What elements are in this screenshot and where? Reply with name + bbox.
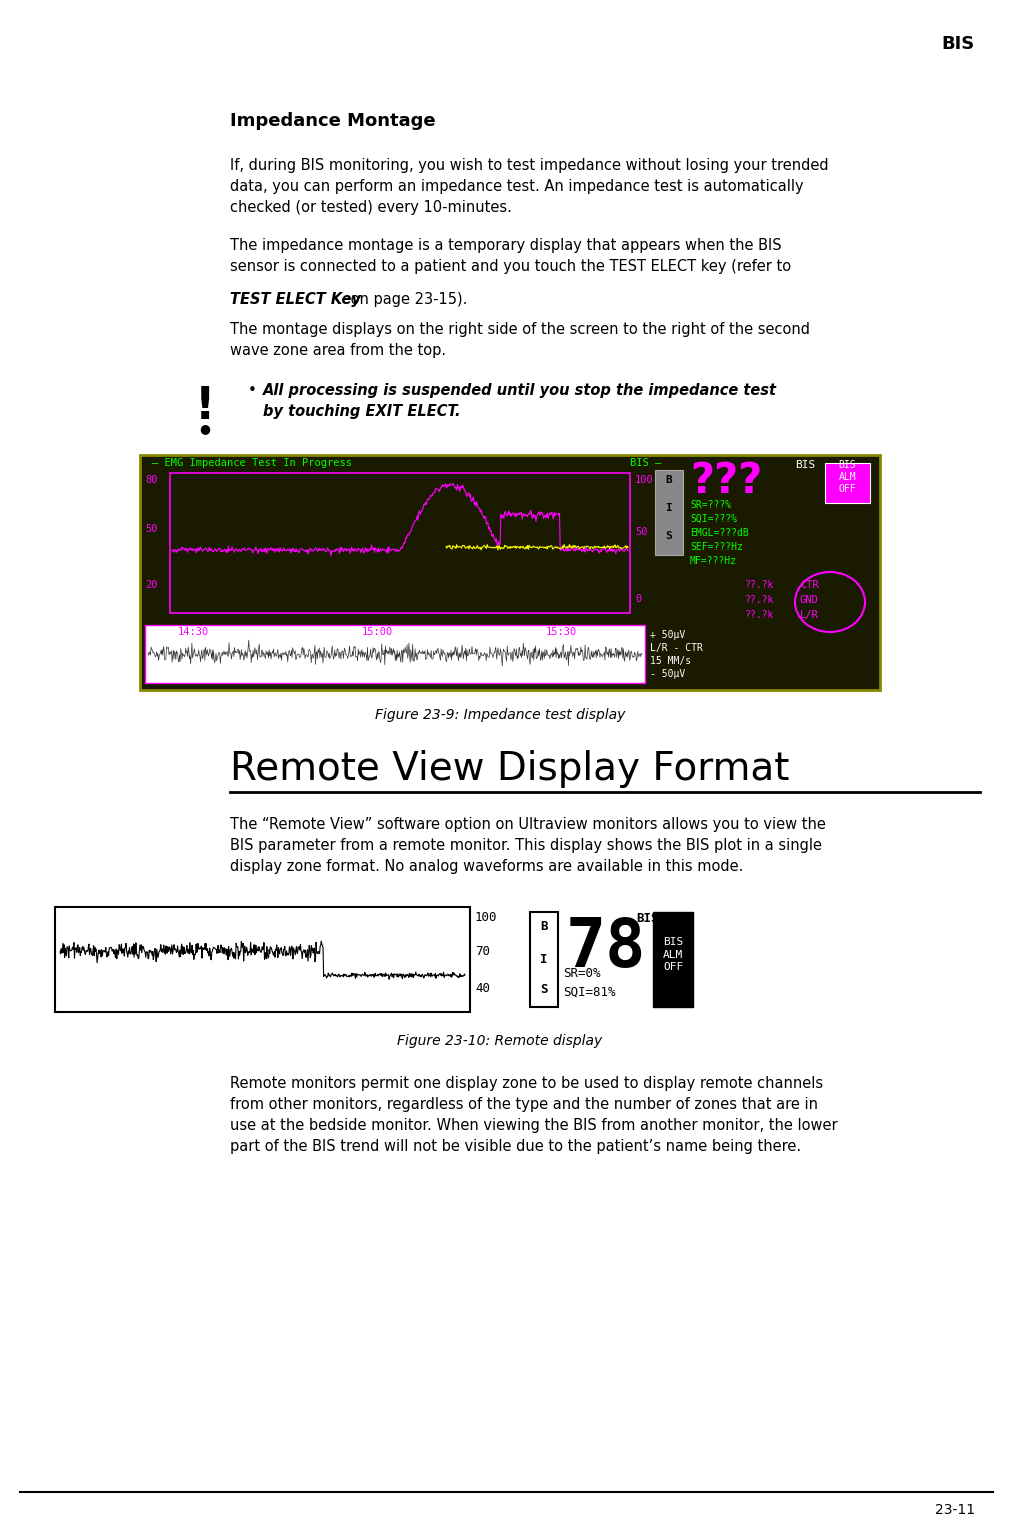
Text: ??.?k: ??.?k — [745, 594, 774, 605]
Text: SEF=???Hz: SEF=???Hz — [690, 543, 743, 552]
Text: BIS —: BIS — — [630, 458, 661, 468]
Text: BIS
ALM
OFF: BIS ALM OFF — [663, 937, 683, 972]
Text: !: ! — [194, 385, 215, 428]
Text: 14:30: 14:30 — [177, 628, 209, 637]
Text: 20: 20 — [145, 581, 157, 590]
Text: ●: ● — [200, 421, 211, 435]
Text: L/R - CTR: L/R - CTR — [650, 643, 703, 653]
Bar — [655, 470, 683, 555]
Text: 78: 78 — [566, 916, 646, 981]
Text: 15:30: 15:30 — [545, 628, 576, 637]
Bar — [825, 462, 870, 503]
Text: 23-11: 23-11 — [935, 1502, 975, 1516]
Text: 40: 40 — [475, 982, 490, 996]
Bar — [145, 625, 645, 684]
Text: 100: 100 — [635, 475, 653, 485]
Text: ??.?k: ??.?k — [745, 581, 774, 590]
Text: If, during BIS monitoring, you wish to test impedance without losing your trende: If, during BIS monitoring, you wish to t… — [230, 158, 829, 215]
Text: ??.?k: ??.?k — [745, 609, 774, 620]
Text: B: B — [666, 475, 673, 485]
Text: S: S — [540, 984, 548, 996]
Text: L/R: L/R — [800, 609, 819, 620]
Bar — [140, 455, 880, 690]
Text: GND: GND — [800, 594, 819, 605]
Text: 15 MM/s: 15 MM/s — [650, 656, 691, 666]
Text: The impedance montage is a temporary display that appears when the BIS
sensor is: The impedance montage is a temporary dis… — [230, 238, 791, 296]
Text: EMGL=???dB: EMGL=???dB — [690, 528, 749, 538]
Text: B: B — [540, 920, 548, 932]
Bar — [170, 473, 630, 612]
Text: — EMG Impedance Test In Progress: — EMG Impedance Test In Progress — [152, 458, 352, 468]
Bar — [55, 907, 470, 1013]
Text: 100: 100 — [475, 911, 497, 923]
Text: SR=0%
SQI=81%: SR=0% SQI=81% — [563, 967, 616, 999]
Text: - 50μV: - 50μV — [650, 669, 685, 679]
Text: 50: 50 — [145, 525, 157, 534]
Text: SR=???%: SR=???% — [690, 500, 731, 509]
Text: CTR: CTR — [800, 581, 819, 590]
Text: The montage displays on the right side of the screen to the right of the second
: The montage displays on the right side o… — [230, 321, 810, 358]
Text: BIS
ALM
OFF: BIS ALM OFF — [839, 459, 856, 494]
Text: S: S — [666, 531, 673, 541]
Text: I: I — [540, 954, 548, 966]
Text: Figure 23-9: Impedance test display: Figure 23-9: Impedance test display — [375, 708, 625, 722]
Text: + 50μV: + 50μV — [650, 631, 685, 640]
Text: MF=???Hz: MF=???Hz — [690, 556, 737, 565]
Text: TEST ELECT Key: TEST ELECT Key — [230, 293, 361, 308]
Text: The “Remote View” software option on Ultraview monitors allows you to view the
B: The “Remote View” software option on Ult… — [230, 817, 826, 875]
Text: Figure 23-10: Remote display: Figure 23-10: Remote display — [397, 1034, 603, 1048]
Bar — [530, 913, 558, 1007]
Text: Remote monitors permit one display zone to be used to display remote channels
fr: Remote monitors permit one display zone … — [230, 1076, 838, 1154]
Bar — [653, 913, 693, 1007]
Text: Remote View Display Format: Remote View Display Format — [230, 750, 789, 788]
Text: 0: 0 — [635, 594, 641, 603]
Text: 50: 50 — [635, 526, 647, 537]
Text: BIS: BIS — [795, 459, 815, 470]
Text: 15:00: 15:00 — [362, 628, 393, 637]
Text: 70: 70 — [475, 944, 490, 958]
Text: BIS: BIS — [636, 913, 658, 925]
Text: •: • — [248, 384, 257, 399]
Text: on page 23-15).: on page 23-15). — [346, 293, 467, 308]
Text: Impedance Montage: Impedance Montage — [230, 112, 436, 130]
Text: All processing is suspended until you stop the impedance test
by touching EXIT E: All processing is suspended until you st… — [263, 384, 777, 418]
Text: BIS: BIS — [942, 35, 975, 53]
Text: I: I — [666, 503, 673, 514]
Text: SQI=???%: SQI=???% — [690, 514, 737, 525]
Text: ???: ??? — [690, 459, 763, 502]
Text: 80: 80 — [145, 475, 157, 485]
